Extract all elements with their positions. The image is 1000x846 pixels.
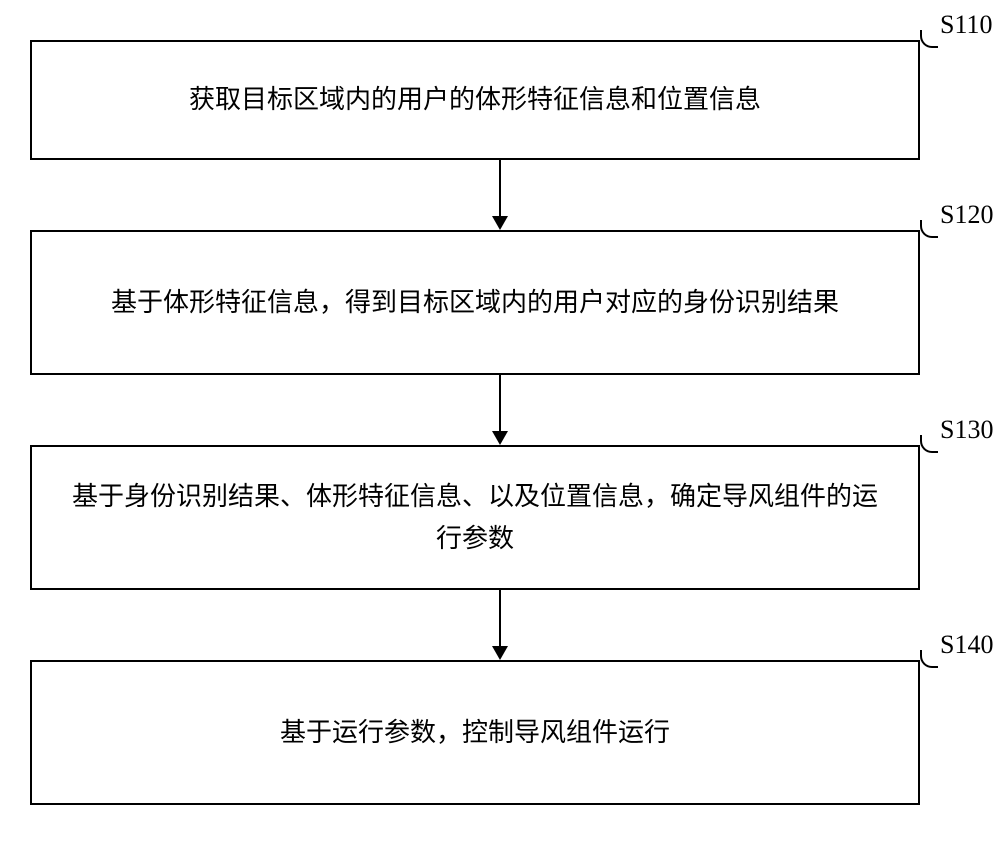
step-text-s110: 获取目标区域内的用户的体形特征信息和位置信息 bbox=[189, 79, 761, 121]
arrow-line-2 bbox=[499, 375, 501, 431]
step-label-s130: S130 bbox=[940, 415, 993, 445]
step-text-s140: 基于运行参数，控制导风组件运行 bbox=[280, 712, 670, 754]
flowchart-container: 获取目标区域内的用户的体形特征信息和位置信息 S110 基于体形特征信息，得到目… bbox=[0, 0, 1000, 846]
arrow-line-1 bbox=[499, 160, 501, 216]
arrow-line-3 bbox=[499, 590, 501, 646]
label-connector-s140 bbox=[920, 650, 938, 668]
arrow-head-3 bbox=[492, 646, 508, 660]
step-label-s120: S120 bbox=[940, 200, 993, 230]
label-connector-s120 bbox=[920, 220, 938, 238]
step-text-s120: 基于体形特征信息，得到目标区域内的用户对应的身份识别结果 bbox=[111, 282, 839, 324]
step-box-s110: 获取目标区域内的用户的体形特征信息和位置信息 bbox=[30, 40, 920, 160]
step-text-s130: 基于身份识别结果、体形特征信息、以及位置信息，确定导风组件的运行参数 bbox=[62, 476, 888, 559]
arrow-head-2 bbox=[492, 431, 508, 445]
label-connector-s110 bbox=[920, 30, 938, 48]
step-box-s120: 基于体形特征信息，得到目标区域内的用户对应的身份识别结果 bbox=[30, 230, 920, 375]
step-box-s130: 基于身份识别结果、体形特征信息、以及位置信息，确定导风组件的运行参数 bbox=[30, 445, 920, 590]
step-label-s110: S110 bbox=[940, 10, 993, 40]
step-box-s140: 基于运行参数，控制导风组件运行 bbox=[30, 660, 920, 805]
label-connector-s130 bbox=[920, 435, 938, 453]
arrow-head-1 bbox=[492, 216, 508, 230]
step-label-s140: S140 bbox=[940, 630, 993, 660]
